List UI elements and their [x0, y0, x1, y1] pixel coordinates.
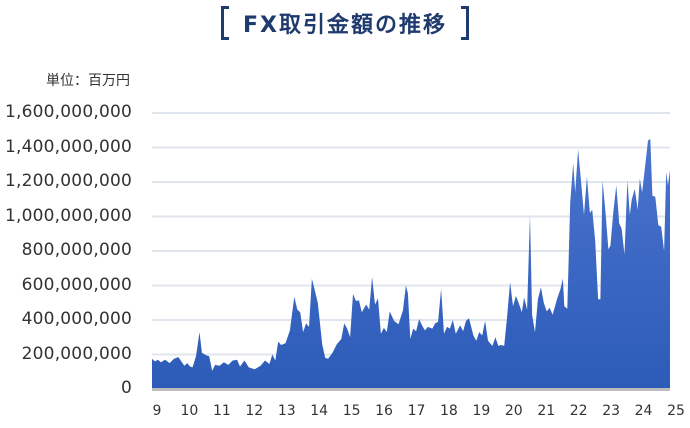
data-area [152, 138, 670, 389]
chart-title-block: FX取引金額の推移 [0, 6, 690, 44]
x-tick-label: 10 [180, 403, 199, 419]
y-tick-label: 1,000,000,000 [5, 205, 132, 226]
x-axis-baseline [152, 388, 670, 391]
gridline [152, 146, 670, 149]
x-tick-label: 23 [602, 403, 621, 419]
y-tick-label: 1,600,000,000 [5, 102, 132, 122]
y-tick-label: 200,000,000 [21, 343, 132, 364]
x-tick-label: 15 [342, 403, 361, 419]
x-tick-label: 22 [569, 403, 588, 419]
x-tick-label: 18 [440, 403, 458, 419]
x-tick-label: 14 [310, 403, 329, 419]
gridline [152, 112, 670, 114]
gridline [152, 284, 670, 287]
x-tick-label: 25 [667, 403, 685, 419]
x-tick-label: 16 [375, 403, 393, 419]
x-tick-label: 20 [504, 403, 523, 419]
gridline [152, 215, 670, 218]
y-tick-label: 400,000,000 [21, 309, 132, 329]
y-tick-label: 600,000,000 [21, 274, 132, 295]
chart-title-text: FX取引金額の推移 [243, 13, 447, 38]
left-bracket-decoration [221, 6, 229, 40]
x-tick-label: 21 [537, 403, 556, 419]
unit-label: 単位：百万円 [46, 73, 130, 89]
gridline [152, 181, 670, 183]
y-tick-label: 800,000,000 [21, 240, 132, 260]
x-tick-label: 11 [212, 403, 231, 419]
y-tick-label: 1,200,000,000 [5, 171, 132, 191]
y-tick-label: 0 [120, 378, 132, 398]
x-tick-label: 24 [634, 403, 653, 419]
gridline [152, 319, 670, 321]
x-tick-label: 19 [472, 403, 491, 419]
y-tick-label: 1,400,000,000 [5, 136, 132, 157]
right-bracket-decoration [461, 6, 469, 40]
x-tick-label: 12 [245, 403, 264, 419]
x-tick-label: 9 [152, 403, 162, 419]
x-tick-label: 13 [277, 403, 296, 419]
chart-title: FX取引金額の推移 [221, 6, 469, 40]
gridline [152, 250, 670, 252]
x-tick-label: 17 [407, 403, 426, 419]
